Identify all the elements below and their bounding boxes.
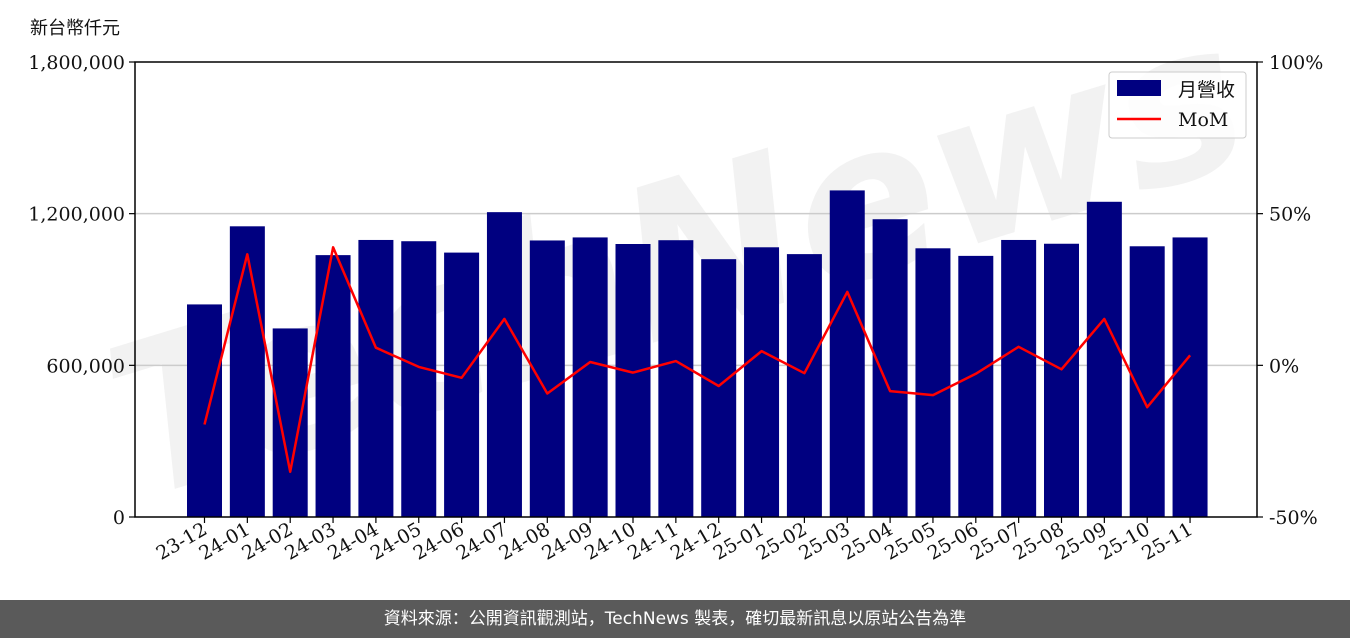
bar-25-07 <box>1001 239 1037 517</box>
bar-24-02 <box>272 328 308 517</box>
mom-line-series <box>203 246 1192 474</box>
left-tick-label: 600,000 <box>46 355 125 377</box>
bar-25-05 <box>915 248 951 517</box>
bar-24-01 <box>229 226 265 518</box>
x-tick-label-25-11: 25-11 <box>1138 518 1196 564</box>
bar-25-01 <box>744 247 780 517</box>
bar-23-12 <box>187 304 222 517</box>
bar-24-06 <box>444 252 480 517</box>
footer-source-note: 資料來源：公開資訊觀測站，TechNews 製表，確切最新訊息以原站公告為準 <box>0 600 1350 638</box>
bar-24-10 <box>615 244 651 517</box>
bar-25-04 <box>872 219 908 517</box>
right-tick-label: 100% <box>1269 52 1323 74</box>
left-tick-label: 0 <box>113 507 125 529</box>
left-tick-label: 1,800,000 <box>28 52 125 74</box>
plot-frame <box>134 61 1258 518</box>
bar-25-08 <box>1044 243 1079 517</box>
bar-25-03 <box>829 190 865 517</box>
legend-label-mom: MoM <box>1178 109 1228 131</box>
y-axis-unit-label: 新台幣仟元 <box>30 18 120 39</box>
bar-25-09 <box>1086 201 1122 517</box>
legend: 月營收 MoM <box>1108 71 1247 139</box>
right-tick-label: 50% <box>1269 204 1311 226</box>
bar-25-02 <box>786 254 822 517</box>
bar-24-08 <box>529 240 565 517</box>
legend-swatch-bar <box>1117 80 1161 96</box>
bar-24-11 <box>658 240 694 518</box>
right-tick-label: -50% <box>1269 507 1318 529</box>
legend-label-revenue: 月營收 <box>1178 79 1235 101</box>
bar-25-11 <box>1172 237 1208 517</box>
bar-24-12 <box>701 259 737 517</box>
bar-24-07 <box>486 212 522 517</box>
mom-line <box>203 246 1192 474</box>
right-tick-label: 0% <box>1269 355 1299 377</box>
bar-25-06 <box>958 255 994 517</box>
bar-24-05 <box>401 241 437 517</box>
bar-24-09 <box>572 237 608 517</box>
left-tick-label: 1,200,000 <box>28 204 125 226</box>
bar-24-03 <box>315 255 351 517</box>
revenue-chart: TechNews 0600,0001,200,0001,800,000-50%0… <box>28 0 1323 565</box>
bar-24-04 <box>358 239 394 517</box>
bar-series <box>187 190 1208 518</box>
